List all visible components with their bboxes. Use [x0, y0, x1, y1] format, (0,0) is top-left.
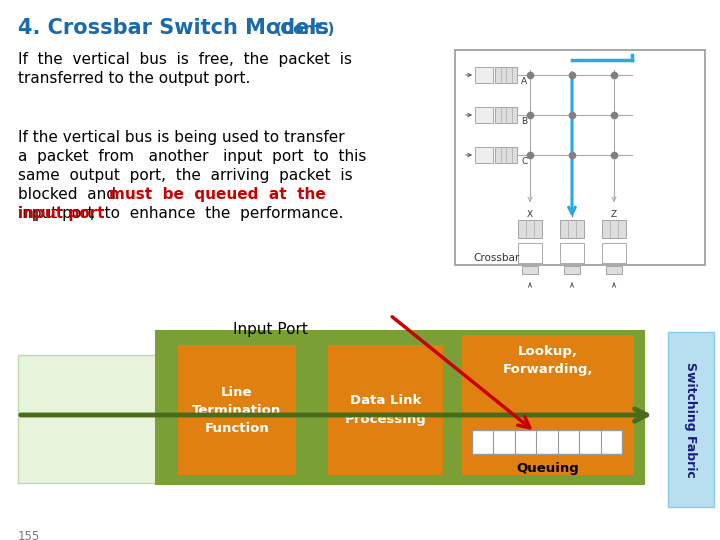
Text: Crossbar: Crossbar [473, 253, 519, 263]
Text: Y: Y [570, 210, 575, 219]
Text: If the vertical bus is being used to transfer: If the vertical bus is being used to tra… [18, 130, 345, 145]
Text: A: A [521, 77, 527, 86]
FancyBboxPatch shape [668, 332, 714, 507]
FancyBboxPatch shape [475, 67, 493, 83]
FancyBboxPatch shape [455, 50, 705, 265]
FancyBboxPatch shape [518, 243, 542, 263]
FancyBboxPatch shape [495, 107, 517, 123]
Text: ,  to  enhance  the  performance.: , to enhance the performance. [90, 206, 343, 221]
FancyBboxPatch shape [475, 107, 493, 123]
FancyBboxPatch shape [602, 243, 626, 263]
FancyBboxPatch shape [522, 266, 538, 274]
Text: transferred to the output port.: transferred to the output port. [18, 71, 251, 86]
FancyBboxPatch shape [495, 147, 517, 163]
Text: must  be  queued  at  the: must be queued at the [109, 187, 325, 202]
Text: a  packet  from   another   input  port  to  this: a packet from another input port to this [18, 149, 366, 164]
Text: Queuing: Queuing [517, 462, 580, 475]
Text: Input Port: Input Port [233, 322, 307, 337]
FancyBboxPatch shape [560, 243, 584, 263]
Text: same  output  port,  the  arriving  packet  is: same output port, the arriving packet is [18, 168, 353, 183]
Text: input port: input port [18, 206, 104, 221]
Text: If  the  vertical  bus  is  free,  the  packet  is: If the vertical bus is free, the packet … [18, 52, 352, 67]
FancyBboxPatch shape [472, 430, 622, 454]
Text: 155: 155 [18, 530, 40, 540]
Text: Line
Termination
Function: Line Termination Function [192, 386, 282, 435]
FancyBboxPatch shape [462, 335, 634, 475]
FancyBboxPatch shape [560, 220, 584, 238]
FancyBboxPatch shape [18, 355, 158, 483]
Text: input port: input port [18, 206, 94, 221]
Text: X: X [527, 210, 533, 219]
Text: (Cont.): (Cont.) [270, 22, 334, 37]
FancyBboxPatch shape [602, 220, 626, 238]
Text: 4. Crossbar Switch Models: 4. Crossbar Switch Models [18, 18, 329, 38]
Text: Lookup,
Forwarding,: Lookup, Forwarding, [503, 345, 593, 376]
FancyBboxPatch shape [606, 266, 622, 274]
FancyBboxPatch shape [328, 345, 443, 475]
Text: Switching Fabric: Switching Fabric [685, 362, 698, 477]
Text: Data Link
Processing: Data Link Processing [345, 395, 426, 426]
FancyBboxPatch shape [564, 266, 580, 274]
Text: Z: Z [611, 210, 617, 219]
FancyBboxPatch shape [155, 330, 645, 485]
FancyBboxPatch shape [495, 67, 517, 83]
Text: B: B [521, 117, 527, 126]
FancyBboxPatch shape [178, 345, 296, 475]
Text: blocked  and: blocked and [18, 187, 121, 202]
Text: C: C [521, 157, 527, 166]
FancyBboxPatch shape [518, 220, 542, 238]
FancyBboxPatch shape [475, 147, 493, 163]
